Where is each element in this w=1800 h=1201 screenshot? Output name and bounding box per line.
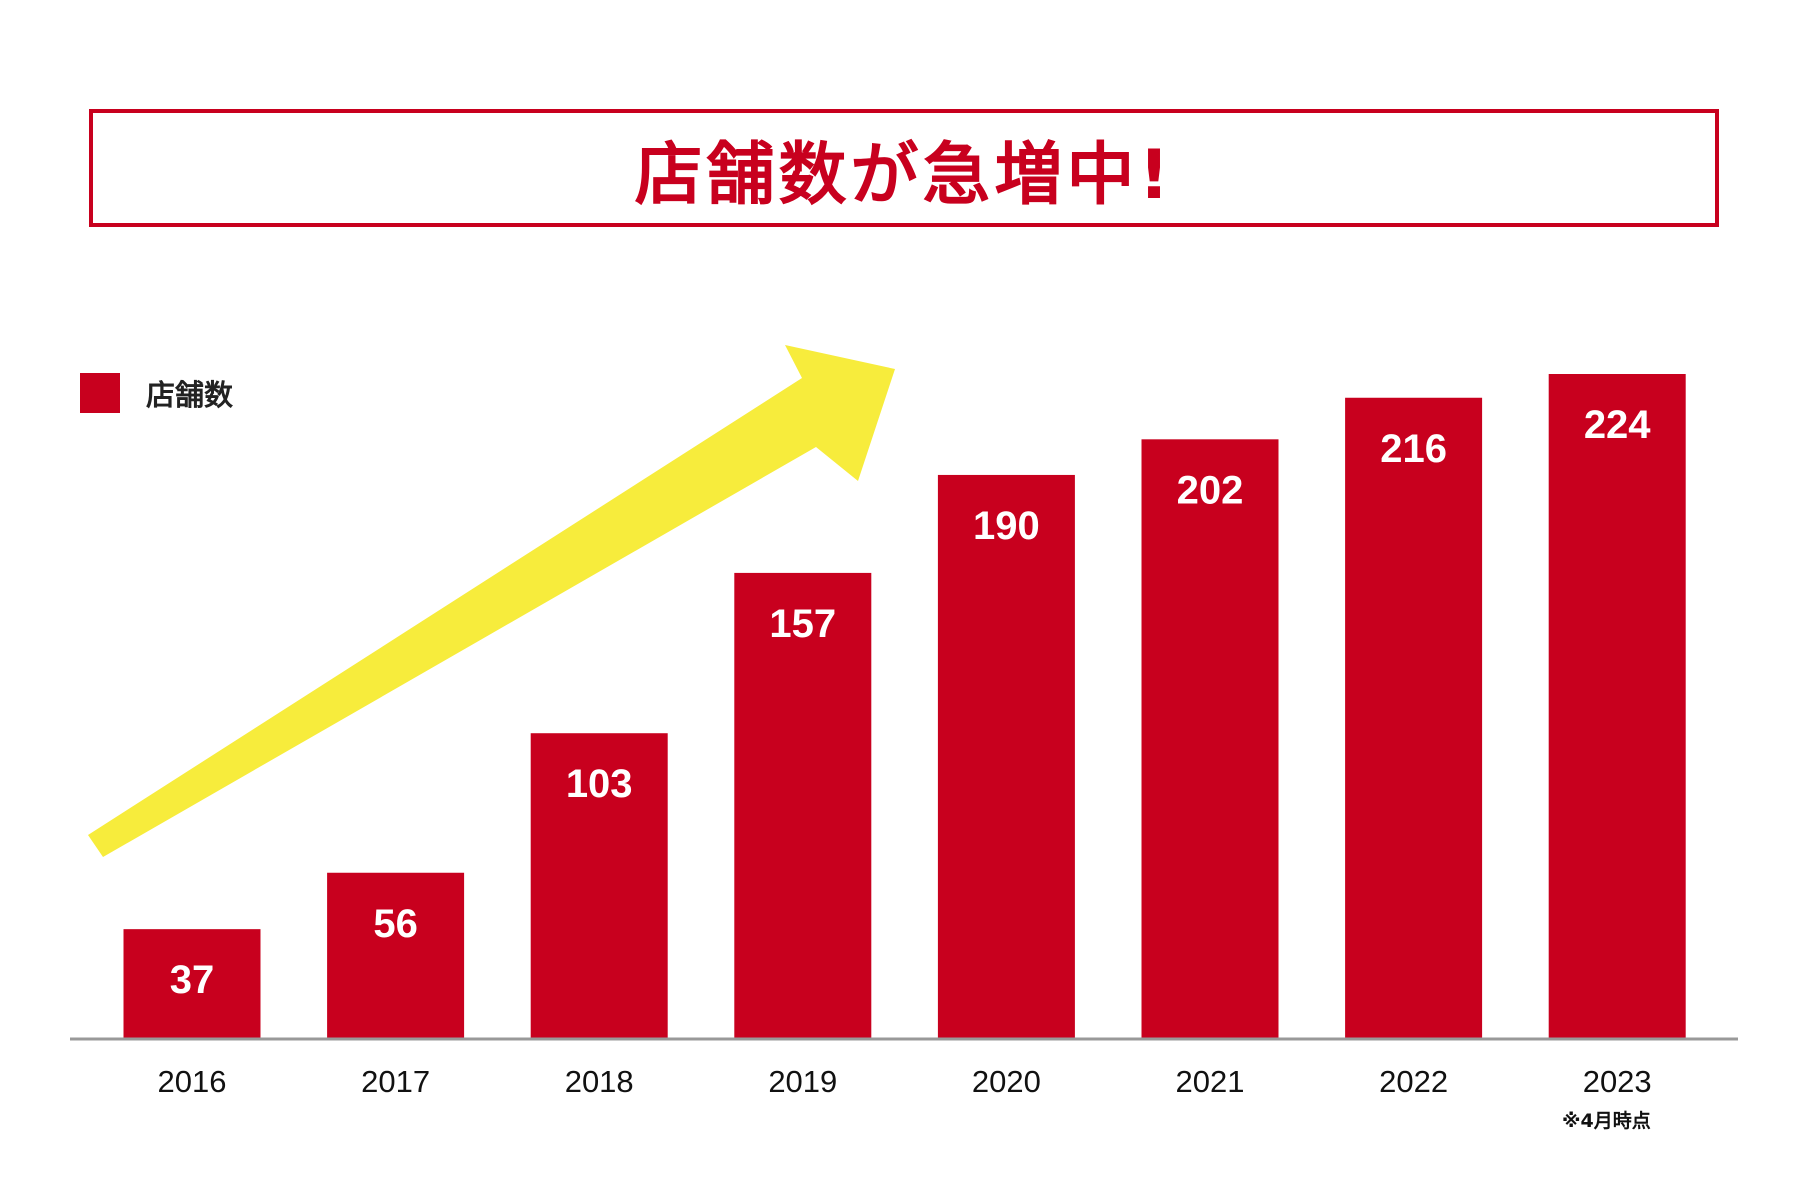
x-tick-2022: 2022 — [1379, 1064, 1448, 1099]
x-tick-2023: 2023 — [1583, 1064, 1652, 1099]
data-label-2018: 103 — [566, 762, 633, 806]
bar-2022 — [1345, 397, 1483, 1039]
x-tick-2019: 2019 — [768, 1064, 837, 1099]
data-label-2021: 202 — [1177, 468, 1244, 512]
bar-2018 — [530, 733, 668, 1039]
data-label-2017: 56 — [373, 902, 418, 946]
chart-title: 店舗数が急増中! — [634, 135, 1174, 215]
bar-2017 — [327, 872, 465, 1039]
trend-arrow-icon — [88, 345, 895, 857]
x-tick-2017: 2017 — [361, 1064, 430, 1099]
x-tick-labels: 2016 2017 2018 2019 2020 2021 2022 2023 — [158, 1064, 1652, 1099]
data-label-2016: 37 — [170, 958, 215, 1002]
bar-2020 — [937, 474, 1075, 1039]
footnote: ※4月時点 — [1562, 1110, 1651, 1132]
bar-2023 — [1548, 374, 1686, 1039]
bar-2019 — [734, 572, 872, 1039]
bar-2016 — [123, 929, 261, 1039]
x-tick-2021: 2021 — [1176, 1064, 1245, 1099]
data-label-2022: 216 — [1380, 427, 1447, 471]
data-label-2023: 224 — [1584, 403, 1651, 447]
bars-group: 37 56 103 157 190 202 216 224 — [123, 374, 1686, 1039]
legend-label: 店舗数 — [146, 378, 234, 412]
title-box: 店舗数が急増中! — [89, 109, 1719, 227]
x-tick-2016: 2016 — [158, 1064, 227, 1099]
legend: 店舗数 — [80, 372, 233, 414]
x-tick-2018: 2018 — [565, 1064, 634, 1099]
bar-2021 — [1141, 439, 1279, 1039]
x-tick-2020: 2020 — [972, 1064, 1041, 1099]
legend-swatch — [80, 373, 120, 413]
data-label-2020: 190 — [973, 504, 1040, 548]
data-label-2019: 157 — [769, 602, 836, 646]
